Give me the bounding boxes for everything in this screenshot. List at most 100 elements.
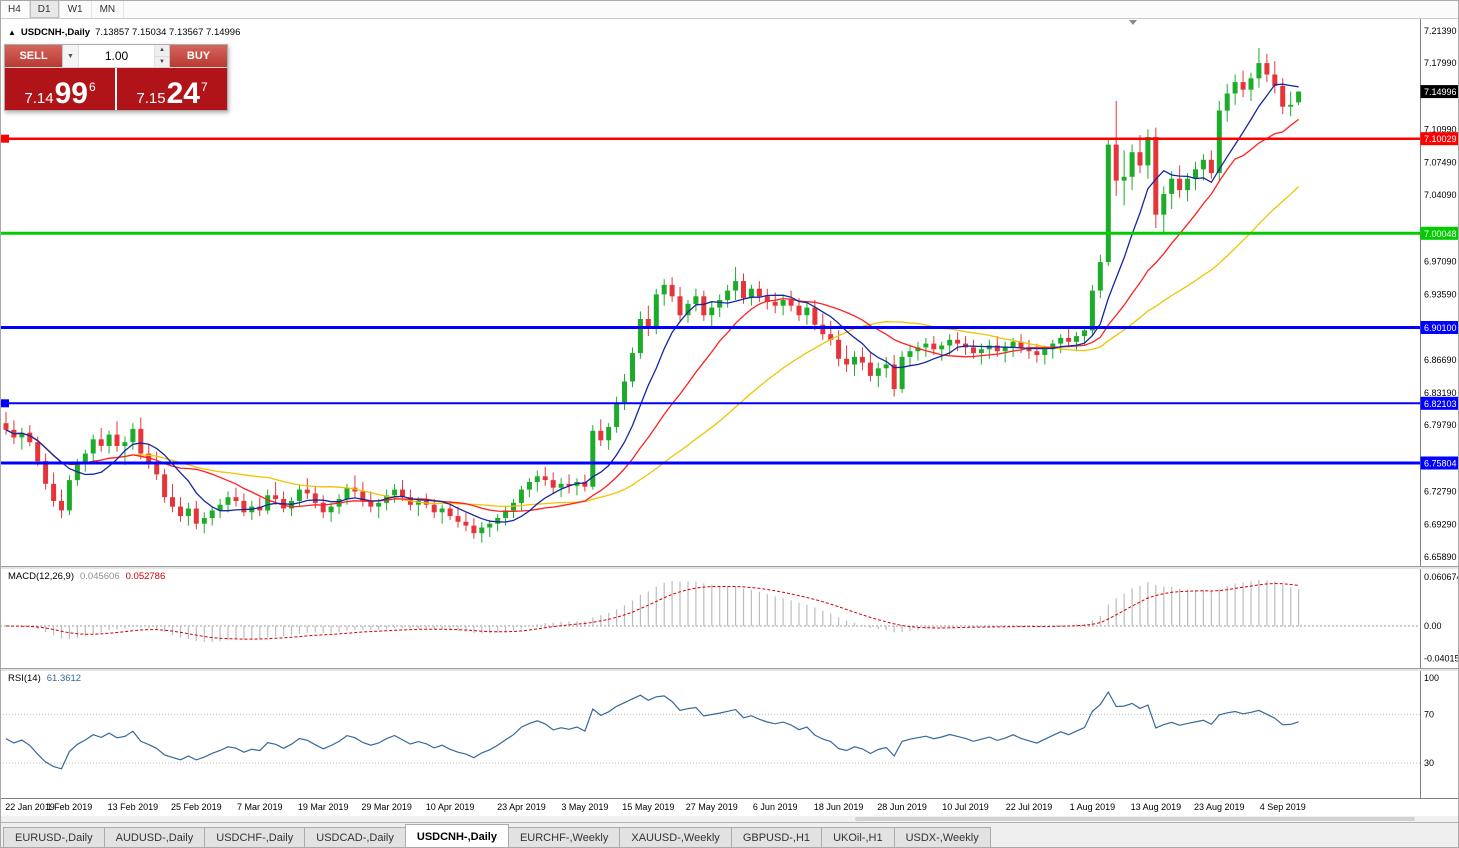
rsi-axis-label: 100: [1424, 673, 1439, 683]
date-axis-label: 29 Mar 2019: [361, 802, 412, 812]
price-axis-flag: [1420, 456, 1459, 470]
rsi-value: 61.3612: [46, 673, 82, 684]
price-axis-flag: [1420, 85, 1459, 99]
date-axis-label: 28 Jun 2019: [877, 802, 927, 812]
price-axis-flag-label: 6.82103: [1424, 399, 1457, 409]
date-axis-label: 3 May 2019: [561, 802, 609, 812]
macd-splitter[interactable]: [0, 566, 1459, 569]
timeframe-button-h4[interactable]: H4: [0, 0, 30, 18]
chart-tab-usdcad[interactable]: USDCAD-,Daily: [304, 827, 406, 848]
main-chart-pane: 7.21390 7.17990 7.10990 7.07490 7.04090 6.970…: [0, 18, 1459, 566]
chart-tab-eurusd[interactable]: EURUSD-,Daily: [3, 827, 105, 848]
timeframe-button-w1[interactable]: W1: [60, 0, 92, 18]
date-axis-label: 27 May 2019: [685, 802, 738, 812]
chart-tab-bar: EURUSD-,Daily AUDUSD-,Daily USDCHF-,Daily U…: [0, 822, 1459, 848]
date-axis-label: 18 Jun 2019: [813, 802, 864, 812]
macd-pane: 0.060674 0.00 -0.040152 MACD(12,26,9) 0.04…: [0, 568, 1459, 668]
timeframe-button-mn[interactable]: MN: [92, 0, 125, 18]
sell-button[interactable]: SELL: [5, 45, 62, 67]
date-axis[interactable]: 22 Jan 2019 1 Feb 2019 13 Feb 2019 25 Feb 2…: [0, 798, 1459, 817]
chart-tab-usdx[interactable]: USDX-,Weekly: [893, 827, 991, 848]
rsi-splitter[interactable]: [0, 668, 1459, 671]
price-axis-label: 7.07490: [1424, 158, 1457, 168]
macd-label: MACD(12,26,9): [8, 571, 74, 582]
rsi-line: [5, 690, 1299, 770]
chart-tab-gbpusd[interactable]: GBPUSD-,H1: [730, 827, 823, 848]
macd-axis-label: 0.00: [1424, 621, 1442, 631]
one-click-trading-panel: SELL ▼ ▲ ▼ BUY 7.14 99 6 7.15 24 7: [4, 44, 228, 111]
price-axis-label: 6.79790: [1424, 420, 1457, 430]
symbol-title: USDCNH-,Daily: [20, 27, 91, 38]
price-axis-label: 7.17990: [1424, 58, 1457, 68]
buy-price-pips: 24: [166, 77, 200, 111]
rsi-axis-label: 30: [1424, 758, 1434, 768]
date-axis-label: 1 Feb 2019: [46, 802, 93, 812]
scrollbar-thumb[interactable]: [855, 817, 1415, 821]
price-axis-label: 7.10990: [1424, 125, 1457, 135]
volume-input[interactable]: [79, 45, 154, 67]
chart-tab-eurchf[interactable]: EURCHF-,Weekly: [507, 827, 621, 848]
date-axis-label: 19 Mar 2019: [297, 802, 349, 812]
volume-dropdown-icon[interactable]: ▼: [63, 45, 79, 67]
rsi-pane: 100 70 30 RSI(14) 61.3612: [0, 670, 1459, 798]
date-axis-label: 25 Feb 2019: [171, 802, 222, 812]
macd-signal-value: 0.052786: [125, 571, 166, 582]
date-axis-label: 10 Jul 2019: [942, 802, 989, 812]
volume-stepper[interactable]: ▲ ▼: [154, 45, 169, 67]
price-axis-flag: [1420, 396, 1459, 410]
sell-price-pips: 99: [54, 77, 88, 111]
chart-tab-usdcnh[interactable]: USDCNH-,Daily: [404, 824, 509, 848]
chart-tab-xauusd[interactable]: XAUUSD-,Weekly: [619, 827, 732, 848]
buy-button[interactable]: BUY: [170, 45, 227, 67]
one-click-toggle-icon[interactable]: ▲: [8, 28, 16, 37]
macd-header: MACD(12,26,9) 0.045606 0.052786: [8, 571, 165, 582]
price-axis[interactable]: 7.21390 7.17990 7.10990 7.07490 7.04090 6.970…: [1420, 26, 1459, 562]
ma-fast-blue: [5, 83, 1299, 523]
price-axis-label: 6.72790: [1424, 487, 1457, 497]
line-anchor-marker[interactable]: [0, 134, 9, 143]
rsi-chart[interactable]: 100 70 30: [0, 670, 1459, 798]
date-axis-label: 22 Jan 2019: [5, 802, 55, 812]
stepper-down-icon[interactable]: ▼: [155, 56, 169, 67]
date-axis-label: 13 Feb 2019: [107, 802, 159, 812]
price-axis-label: 6.93590: [1424, 289, 1457, 299]
date-axis-label: 10 Apr 2019: [425, 802, 475, 812]
date-axis-label: 4 Sep 2019: [1259, 802, 1306, 812]
date-axis-label: 22 Jul 2019: [1005, 802, 1053, 812]
date-axis-label: 6 Jun 2019: [752, 802, 798, 812]
buy-price-display[interactable]: 7.15 24 7: [117, 68, 227, 110]
date-axis-label: 23 Aug 2019: [1194, 802, 1245, 812]
line-anchor-marker[interactable]: [0, 399, 9, 408]
price-axis-flag-label: 6.90100: [1424, 323, 1457, 333]
timeframe-toolbar: H4 D1 W1 MN: [0, 0, 1459, 19]
price-axis-label: 6.97090: [1424, 256, 1457, 266]
sell-price-head: 7.14: [24, 89, 54, 107]
macd-axis-label: -0.040152: [1424, 653, 1459, 663]
chart-header: ▲ USDCNH-,Daily 7.13857 7.15034 7.13567 …: [8, 27, 240, 38]
price-axis-label: 6.69290: [1424, 520, 1457, 530]
buy-price-point: 7: [200, 80, 208, 94]
volume-control: ▼ ▲ ▼: [62, 45, 170, 67]
price-axis-flag-label: 7.10029: [1424, 134, 1457, 144]
chart-tab-usdchf[interactable]: USDCHF-,Daily: [204, 827, 306, 848]
chart-tab-ukoil[interactable]: UKOil-,H1: [821, 827, 895, 848]
chart-tab-audusd[interactable]: AUDUSD-,Daily: [103, 827, 206, 848]
horizontal-scrollbar[interactable]: [0, 816, 1459, 822]
price-axis-label: 6.83190: [1424, 388, 1457, 398]
stepper-up-icon[interactable]: ▲: [155, 45, 169, 57]
date-axis-label: 13 Aug 2019: [1130, 802, 1182, 812]
rsi-axis-label: 70: [1424, 709, 1434, 719]
price-axis-label: 7.21390: [1424, 26, 1457, 36]
price-axis-label: 7.04090: [1424, 190, 1457, 200]
chart-shift-icon[interactable]: [1129, 20, 1137, 25]
price-axis-flag: [1420, 321, 1459, 334]
price-axis-flag: [1420, 132, 1459, 146]
price-axis-label: 6.65890: [1424, 552, 1457, 562]
macd-axis-label: 0.060674: [1424, 572, 1459, 582]
timeframe-button-d1[interactable]: D1: [29, 0, 60, 18]
date-axis-label: 15 May 2019: [622, 802, 675, 812]
sell-price-display[interactable]: 7.14 99 6: [5, 68, 115, 110]
main-chart[interactable]: 7.21390 7.17990 7.10990 7.07490 7.04090 6.970…: [0, 18, 1459, 566]
buy-price-head: 7.15: [136, 89, 166, 107]
macd-chart[interactable]: 0.060674 0.00 -0.040152: [0, 568, 1459, 668]
